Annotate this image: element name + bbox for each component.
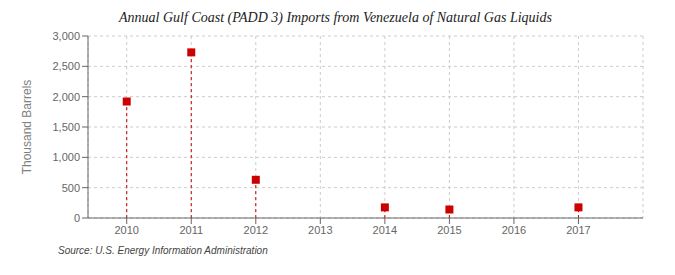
svg-text:1,500: 1,500 xyxy=(52,121,80,133)
html-text:Source: U.S. Energy Informatio: Source: U.S. Energy Information Administ… xyxy=(58,245,268,256)
svg-text:2014: 2014 xyxy=(373,224,397,236)
svg-text:Thousand Barrels: Thousand Barrels xyxy=(20,80,34,175)
svg-text:2017: 2017 xyxy=(566,224,590,236)
svg-text:2016: 2016 xyxy=(502,224,526,236)
svg-text:2,500: 2,500 xyxy=(52,60,80,72)
html-text:Annual Gulf Coast (PADD 3) Imp: Annual Gulf Coast (PADD 3) Imports from … xyxy=(119,10,552,25)
svg-text:2,000: 2,000 xyxy=(52,91,80,103)
svg-text:2015: 2015 xyxy=(437,224,461,236)
svg-text:3,000: 3,000 xyxy=(52,30,80,42)
svg-text:2013: 2013 xyxy=(308,224,332,236)
svg-text:0: 0 xyxy=(74,212,80,224)
svg-text:500: 500 xyxy=(62,182,80,194)
svg-text:1,000: 1,000 xyxy=(52,151,80,163)
svg-text:2010: 2010 xyxy=(114,224,138,236)
svg-text:2011: 2011 xyxy=(179,224,203,236)
svg-text:2012: 2012 xyxy=(244,224,268,236)
